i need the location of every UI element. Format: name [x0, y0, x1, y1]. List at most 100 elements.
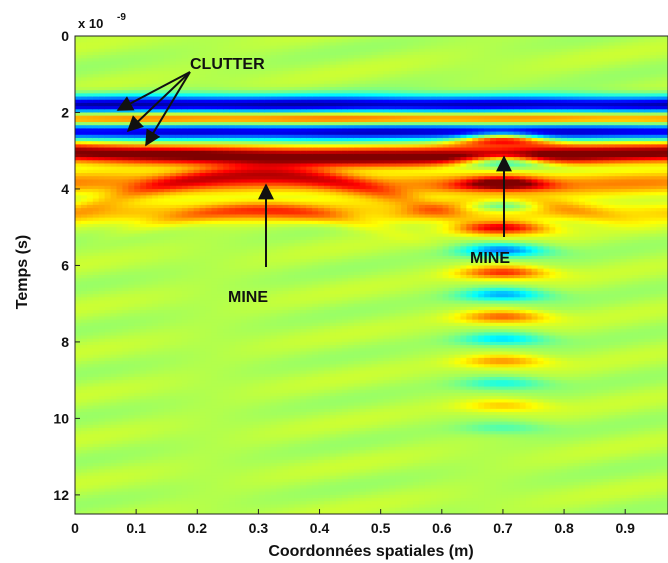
heatmap-cell	[122, 118, 129, 123]
heatmap-cell	[80, 224, 88, 228]
heatmap-cell	[116, 64, 124, 69]
heatmap-cell	[86, 239, 94, 244]
heatmap-cell	[140, 297, 147, 302]
heatmap-cell	[75, 494, 82, 499]
heatmap-cell	[80, 90, 88, 94]
heatmap-cell	[86, 453, 94, 458]
heatmap-cell	[104, 255, 112, 260]
heatmap-cell	[134, 354, 141, 359]
heatmap-cell	[116, 214, 124, 219]
heatmap-cell	[116, 364, 124, 369]
heatmap-cell	[128, 319, 135, 324]
heatmap-cell	[110, 246, 118, 251]
heatmap-cell	[122, 243, 129, 247]
heatmap-cell	[75, 373, 82, 378]
heatmap-cell	[92, 284, 100, 289]
heatmap-cell	[134, 227, 141, 231]
heatmap-cell	[80, 115, 88, 120]
heatmap-cell	[92, 182, 100, 187]
heatmap-cell	[98, 332, 106, 337]
heatmap-cell	[80, 383, 88, 388]
heatmap-cell	[110, 211, 118, 216]
heatmap-cell	[92, 227, 100, 231]
heatmap-cell	[92, 179, 100, 184]
heatmap-cell	[80, 252, 88, 257]
heatmap-cell	[98, 380, 106, 384]
heatmap-cell	[122, 494, 129, 499]
heatmap-cell	[140, 112, 147, 117]
heatmap-cell	[98, 275, 106, 279]
heatmap-cell	[134, 230, 141, 235]
heatmap-cell	[122, 112, 129, 117]
heatmap-cell	[75, 61, 82, 66]
heatmap-cell	[98, 153, 106, 158]
heatmap-cell	[98, 392, 106, 397]
heatmap-cell	[80, 271, 88, 276]
heatmap-cell	[110, 402, 118, 407]
heatmap-cell	[86, 332, 94, 337]
heatmap-cell	[80, 198, 88, 203]
heatmap-cell	[140, 96, 147, 101]
heatmap-cell	[128, 466, 135, 470]
heatmap-cell	[110, 262, 118, 267]
heatmap-cell	[86, 188, 94, 193]
heatmap-cell	[134, 102, 141, 107]
heatmap-cell	[110, 367, 118, 372]
heatmap-cell	[80, 239, 88, 244]
heatmap-cell	[104, 325, 112, 330]
heatmap-cell	[140, 106, 147, 110]
heatmap-cell	[134, 488, 141, 493]
heatmap-cell	[86, 185, 94, 190]
heatmap-cell	[134, 173, 141, 177]
heatmap-cell	[86, 93, 94, 98]
heatmap-cell	[110, 243, 118, 247]
heatmap-cell	[92, 507, 100, 512]
heatmap-cell	[98, 134, 106, 139]
heatmap-cell	[122, 357, 129, 362]
heatmap-cell	[134, 450, 141, 455]
heatmap-cell	[134, 418, 141, 423]
heatmap-cell	[98, 144, 106, 149]
heatmap-cell	[128, 469, 135, 474]
heatmap-cell	[104, 90, 112, 94]
heatmap-cell	[134, 80, 141, 85]
heatmap-cell	[134, 287, 141, 292]
heatmap-cell	[98, 211, 106, 216]
heatmap-cell	[140, 313, 147, 318]
heatmap-cell	[80, 498, 88, 502]
heatmap-cell	[86, 128, 94, 133]
heatmap-cell	[92, 99, 100, 104]
heatmap-cell	[116, 507, 124, 512]
heatmap-cell	[110, 306, 118, 311]
heatmap-cell	[104, 198, 112, 203]
heatmap-cell	[86, 498, 94, 502]
heatmap-cell	[116, 259, 124, 263]
heatmap-cell	[80, 325, 88, 330]
heatmap-cell	[92, 373, 100, 378]
heatmap-cell	[110, 510, 118, 514]
heatmap-cell	[134, 58, 141, 63]
heatmap-cell	[116, 246, 124, 251]
heatmap-cell	[104, 125, 112, 130]
heatmap-cell	[86, 64, 94, 69]
heatmap-cell	[75, 466, 82, 470]
heatmap-cell	[128, 42, 135, 47]
heatmap-cell	[146, 93, 153, 98]
heatmap-cell	[80, 169, 88, 174]
heatmap-cell	[92, 195, 100, 200]
heatmap-cell	[110, 201, 118, 206]
heatmap-cell	[134, 357, 141, 362]
heatmap-cell	[98, 424, 106, 429]
heatmap-cell	[134, 313, 141, 318]
heatmap-cell	[104, 182, 112, 187]
heatmap-cell	[92, 173, 100, 177]
heatmap-cell	[92, 399, 100, 404]
heatmap-cell	[110, 389, 118, 394]
heatmap-cell	[80, 48, 88, 53]
heatmap-cell	[80, 466, 88, 470]
heatmap-cell	[134, 131, 141, 136]
heatmap-cell	[104, 42, 112, 47]
heatmap-cell	[86, 195, 94, 200]
heatmap-cell	[116, 469, 124, 474]
heatmap-cell	[110, 380, 118, 384]
